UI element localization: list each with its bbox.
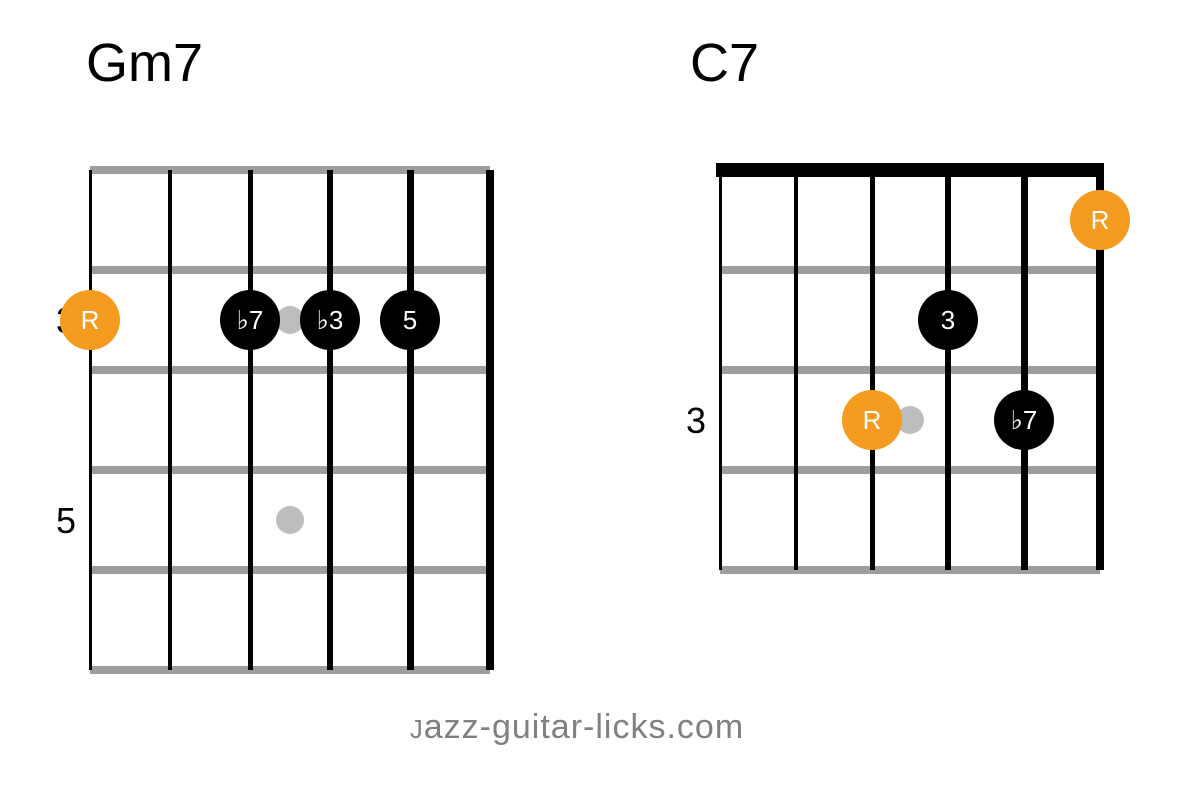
string-line (327, 170, 333, 670)
fret-line (720, 266, 1100, 274)
fret-line (90, 566, 490, 574)
string-line (1021, 170, 1028, 570)
fret-line (720, 566, 1100, 574)
string-line (945, 170, 951, 570)
string-line (870, 170, 875, 570)
string-line (719, 170, 722, 570)
chord-diagram-c7: 3R3R♭7 (720, 170, 1100, 570)
chord-title-c7: C7 (690, 32, 759, 94)
string-line (794, 170, 798, 570)
string-line (248, 170, 253, 670)
note-b7: ♭7 (220, 290, 280, 350)
note-b7: ♭7 (994, 390, 1054, 450)
note-R: R (842, 390, 902, 450)
chord-title-gm7: Gm7 (86, 32, 203, 94)
watermark-rest: azz-guitar-licks.com (424, 708, 744, 746)
watermark-j: J (410, 716, 424, 744)
fret-line (90, 466, 490, 474)
note-R: R (60, 290, 120, 350)
fret-line (90, 366, 490, 374)
fret-line (720, 366, 1100, 374)
fret-line (720, 466, 1100, 474)
fret-label: 3 (670, 400, 706, 442)
fret-line (90, 266, 490, 274)
string-line (168, 170, 172, 670)
note-5: 5 (380, 290, 440, 350)
chord-diagram-gm7: 35R♭7♭35 (90, 170, 490, 670)
fret-label: 5 (40, 500, 76, 542)
nut (716, 163, 1104, 177)
note-R: R (1070, 190, 1130, 250)
string-line (407, 170, 414, 670)
fret-marker (276, 506, 304, 534)
note-b3: ♭3 (300, 290, 360, 350)
fret-line (90, 666, 490, 674)
string-line (486, 170, 494, 670)
watermark: Jazz-guitar-licks.com (410, 708, 744, 747)
note-3: 3 (918, 290, 978, 350)
fret-line (90, 166, 490, 174)
string-line (89, 170, 92, 670)
